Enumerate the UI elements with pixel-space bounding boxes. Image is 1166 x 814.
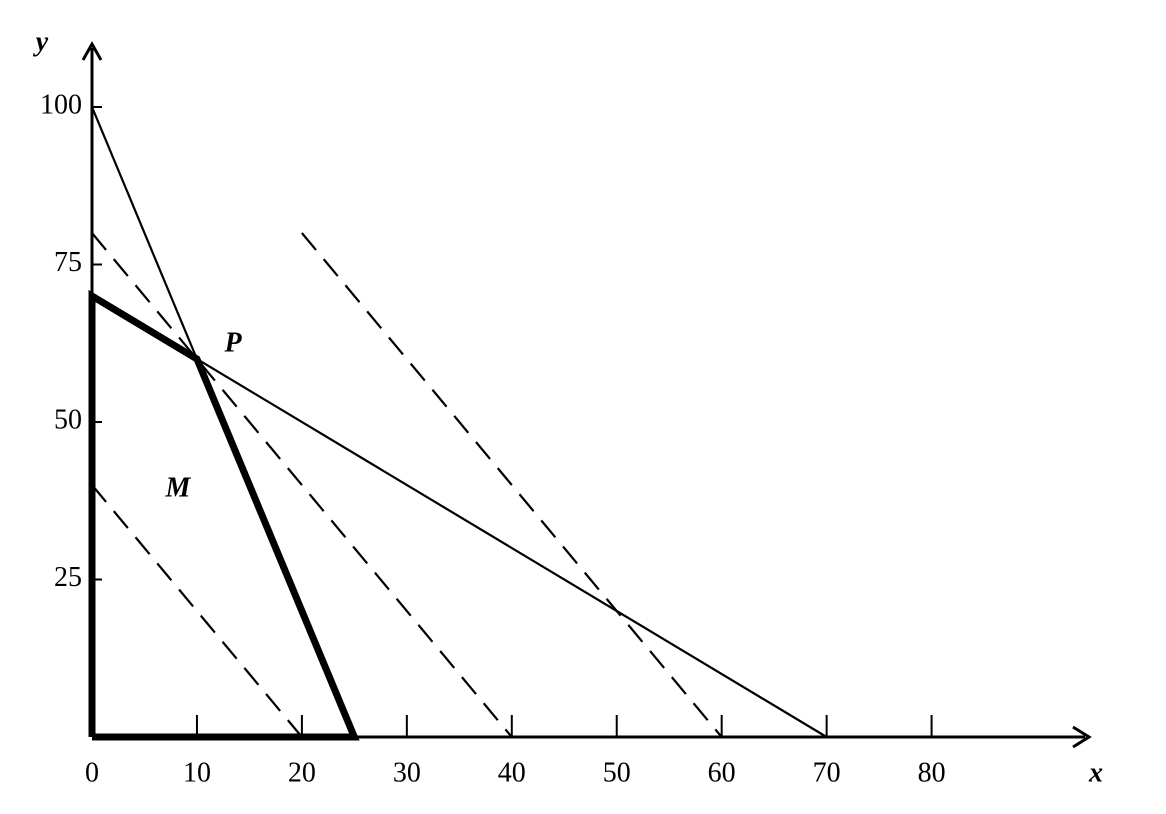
annotation: M xyxy=(165,472,192,503)
x-tick-label: 60 xyxy=(708,757,736,788)
line-thick xyxy=(88,289,360,741)
y-tick-label: 25 xyxy=(54,562,82,593)
y-tick-label: 75 xyxy=(54,247,82,278)
line-dashed xyxy=(301,232,723,738)
y-axis-label: y xyxy=(33,26,49,57)
x-tick-label: 20 xyxy=(288,757,316,788)
x-axis-label: x xyxy=(1088,757,1103,788)
x-tick-label: 70 xyxy=(813,757,841,788)
x-tick-label: 40 xyxy=(498,757,526,788)
x-tick-label: 0 xyxy=(85,757,99,788)
y-tick-label: 100 xyxy=(40,89,82,120)
line-thin xyxy=(91,295,828,738)
annotation: P xyxy=(223,327,242,358)
line-dashed xyxy=(91,232,513,738)
x-tick-label: 80 xyxy=(918,757,946,788)
y-axis-arrow xyxy=(81,40,103,61)
line-dashed xyxy=(91,484,303,738)
x-tick-label: 50 xyxy=(603,757,631,788)
x-tick-label: 30 xyxy=(393,757,421,788)
x-axis-arrow xyxy=(1072,725,1092,749)
y-tick-label: 50 xyxy=(54,404,82,435)
x-tick-label: 10 xyxy=(183,757,211,788)
